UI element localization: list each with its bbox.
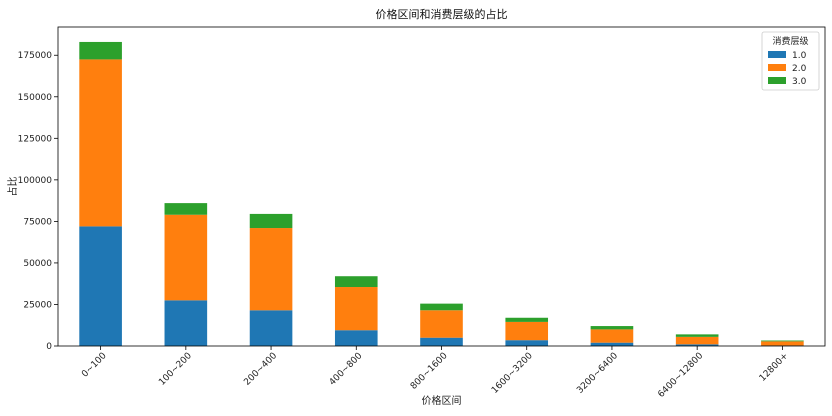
y-tick-label: 25000 — [23, 300, 52, 310]
bar-200~400-series-3.0 — [249, 213, 293, 229]
x-tick-label: 3200~6400 — [575, 351, 620, 396]
x-axis-title: 价格区间 — [422, 394, 462, 407]
bar-100~200-series-1.0 — [164, 300, 208, 346]
y-tick-label: 125000 — [18, 134, 53, 144]
bar-0~100-series-2.0 — [79, 59, 122, 227]
legend-label-3.0: 3.0 — [792, 77, 807, 87]
bar-800~1600-series-2.0 — [420, 310, 463, 338]
bar-100~200-series-3.0 — [164, 203, 208, 215]
bar-0~100-series-1.0 — [79, 226, 122, 346]
x-tick-label: 0~100 — [80, 351, 109, 380]
bar-6400~12800-series-1.0 — [675, 344, 719, 346]
bar-800~1600-series-1.0 — [420, 337, 463, 346]
bar-1600~3200-series-2.0 — [505, 321, 549, 341]
bar-1600~3200-series-1.0 — [505, 340, 549, 346]
y-axis-title: 占比 — [6, 177, 19, 197]
bar-0~100-series-3.0 — [79, 41, 122, 60]
legend-swatch-1.0 — [768, 51, 786, 58]
bars-group — [79, 41, 804, 346]
legend: 消费层级 1.0 2.0 3.0 — [761, 31, 820, 91]
legend-box — [761, 31, 820, 91]
bar-12800+-series-3.0 — [761, 340, 804, 342]
x-axis: 0~100 100~200 200~400 400~800 800~1600 1600~3… — [80, 346, 791, 400]
x-tick-label: 200~400 — [242, 351, 279, 388]
bar-400~800-series-2.0 — [334, 287, 378, 331]
legend-swatch-2.0 — [768, 64, 786, 71]
chart-title: 价格区间和消费层级的占比 — [376, 7, 508, 21]
bar-3200~6400-series-1.0 — [590, 342, 634, 346]
plot-frame — [57, 26, 826, 347]
x-tick-label: 6400~12800 — [656, 351, 705, 400]
x-tick-label: 100~200 — [157, 351, 194, 388]
y-tick-label: 175000 — [18, 51, 53, 61]
bar-12800+-series-2.0 — [761, 341, 804, 346]
y-tick-label: 100000 — [18, 176, 53, 186]
x-tick-label: 1600~3200 — [490, 351, 535, 396]
x-tick-label: 12800+ — [758, 351, 791, 384]
legend-label-2.0: 2.0 — [792, 64, 807, 74]
bar-200~400-series-2.0 — [249, 228, 293, 311]
x-tick-label: 400~800 — [328, 351, 365, 388]
y-tick-label: 150000 — [18, 93, 53, 103]
bar-800~1600-series-3.0 — [420, 303, 463, 311]
bar-6400~12800-series-2.0 — [675, 336, 719, 345]
bar-100~200-series-2.0 — [164, 214, 208, 301]
bar-6400~12800-series-3.0 — [675, 334, 719, 337]
y-tick-label: 0 — [46, 342, 52, 352]
bar-1600~3200-series-3.0 — [505, 317, 549, 322]
y-axis: 0 25000 50000 75000 100000 125000 150000 175000 — [18, 51, 58, 352]
bar-3200~6400-series-3.0 — [590, 326, 634, 330]
legend-label-1.0: 1.0 — [792, 51, 807, 61]
y-tick-label: 50000 — [23, 259, 52, 269]
y-tick-label: 75000 — [23, 217, 52, 227]
x-tick-label: 800~1600 — [409, 351, 450, 392]
bar-3200~6400-series-2.0 — [590, 329, 634, 343]
bar-400~800-series-1.0 — [334, 330, 378, 346]
bar-200~400-series-1.0 — [249, 310, 293, 346]
bar-400~800-series-3.0 — [334, 276, 378, 288]
legend-swatch-3.0 — [768, 77, 786, 84]
legend-title: 消费层级 — [772, 35, 808, 47]
